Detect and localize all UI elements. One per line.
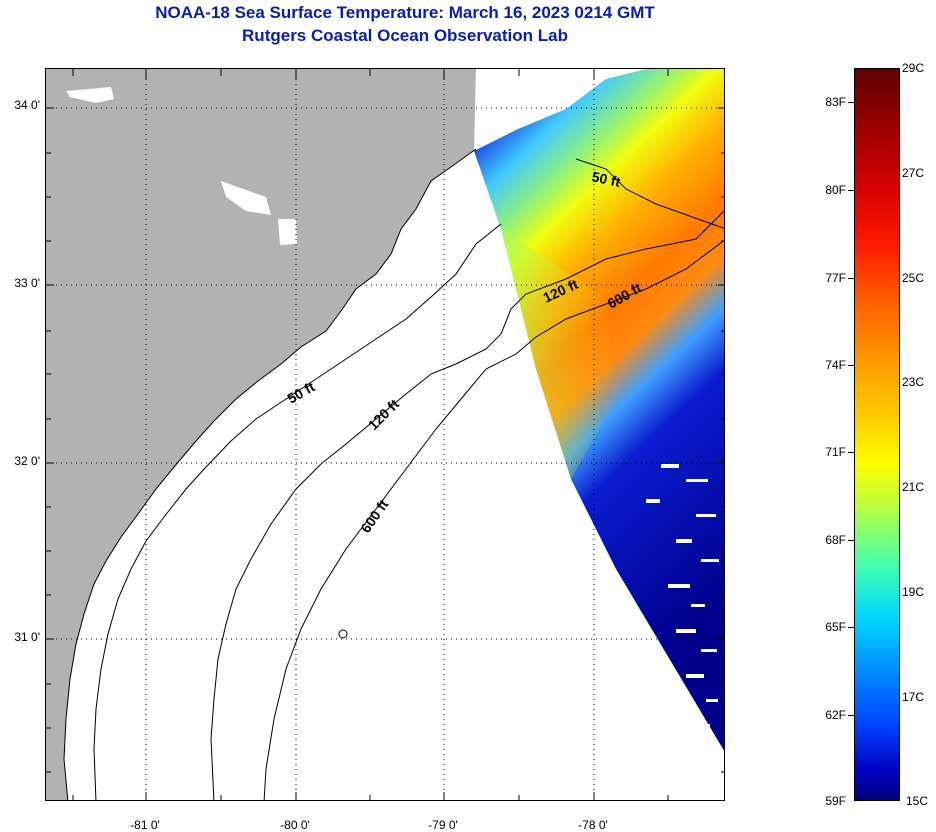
cb-label-25c: 25C <box>902 271 925 285</box>
cb-label-23c: 23C <box>902 375 925 389</box>
cb-label-15c: 15C <box>906 794 929 808</box>
lake-shape <box>221 181 271 215</box>
contour-label-50ft-south: 50 ft <box>285 378 318 406</box>
lat-label-33: 33 0' <box>14 276 40 290</box>
cb-label-77f: 77F <box>825 271 846 285</box>
lat-label-31: 31 0' <box>14 630 40 644</box>
lon-label-80: -80 0' <box>280 818 310 832</box>
cb-label-68f: 68F <box>825 533 846 547</box>
cb-tick-f <box>848 452 854 453</box>
lat-label-34: 34 0' <box>14 98 40 112</box>
cb-label-27c: 27C <box>902 166 925 180</box>
sst-map-canvas: 50 ft 120 ft 600 ft 50 ft 120 ft 600 ft <box>46 69 724 800</box>
lon-label-78: -78 0' <box>578 818 608 832</box>
cb-label-59f: 59F <box>825 794 846 808</box>
cb-label-74f: 74F <box>825 358 846 372</box>
cb-tick-f <box>848 278 854 279</box>
cb-label-17c: 17C <box>902 690 925 704</box>
coastline <box>63 148 477 800</box>
land-mass <box>46 69 476 800</box>
lake-shape <box>66 87 114 103</box>
cb-label-83f: 83F <box>825 95 846 109</box>
cb-label-65f: 65F <box>825 620 846 634</box>
cb-tick-f <box>848 627 854 628</box>
cb-label-62f: 62F <box>825 708 846 722</box>
cb-label-19c: 19C <box>902 585 925 599</box>
lon-label-79: -79 0' <box>428 818 458 832</box>
contour-label-600ft-south: 600 ft <box>357 496 391 535</box>
isobath-120ft <box>210 210 724 800</box>
cb-tick-f <box>848 102 854 103</box>
cb-label-80f: 80F <box>825 183 846 197</box>
lat-label-32: 32 0' <box>14 454 40 468</box>
cb-label-21c: 21C <box>902 480 925 494</box>
cb-label-29c: 29C <box>902 61 925 75</box>
title-line-2: Rutgers Coastal Ocean Observation Lab <box>242 26 568 45</box>
title-line-1: NOAA-18 Sea Surface Temperature: March 1… <box>155 3 655 22</box>
temperature-colorbar <box>854 68 900 801</box>
cb-tick-f <box>848 190 854 191</box>
lon-label-81: -81 0' <box>130 818 160 832</box>
map-title: NOAA-18 Sea Surface Temperature: March 1… <box>0 2 810 48</box>
cb-label-71f: 71F <box>825 445 846 459</box>
nearshore-warm-band <box>501 229 616 479</box>
isobath-600ft <box>263 239 724 800</box>
cloud-speckles <box>646 464 719 728</box>
contour-label-50ft-north: 50 ft <box>590 168 622 190</box>
cb-tick-f <box>848 715 854 716</box>
cb-tick-f <box>848 540 854 541</box>
cb-tick-f <box>848 365 854 366</box>
isobath-50ft <box>93 158 724 800</box>
frame-ticks <box>46 69 724 800</box>
lake-shape <box>278 219 297 245</box>
graticule <box>46 69 724 800</box>
seamount-contour <box>338 629 348 639</box>
sst-map[interactable]: 50 ft 120 ft 600 ft 50 ft 120 ft 600 ft <box>45 68 725 801</box>
